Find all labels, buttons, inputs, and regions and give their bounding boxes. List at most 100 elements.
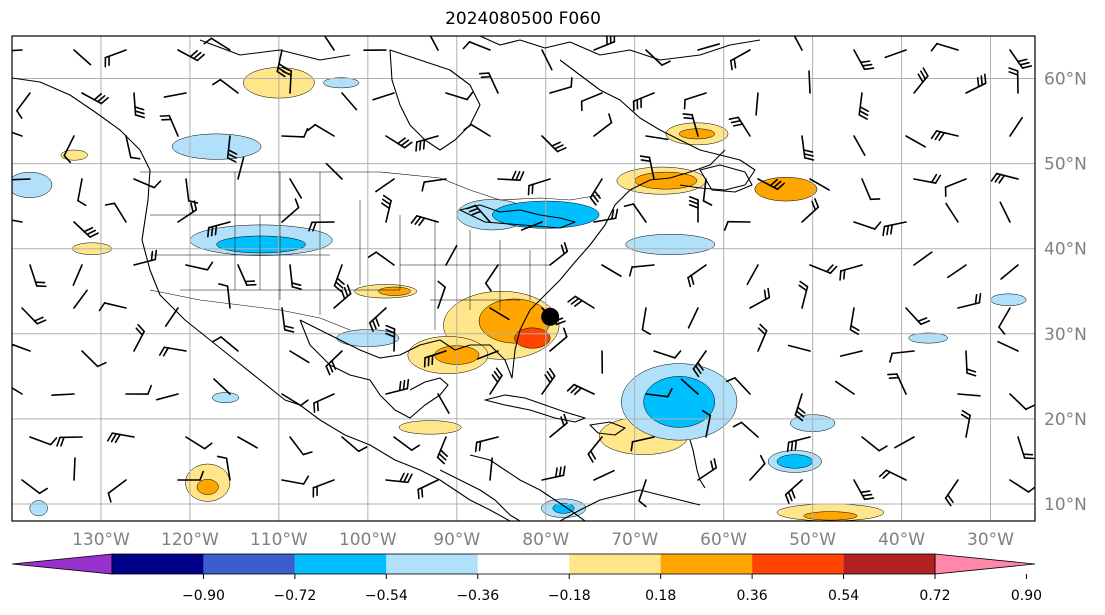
wind-barb [944,178,967,197]
wind-barb [729,49,751,71]
wind-barb [725,377,751,395]
wind-barb [853,479,875,501]
wind-barb [749,454,766,481]
wind-barb [281,127,309,138]
wind-barb [809,264,838,274]
wind-barb [589,178,603,206]
wind-barb [593,469,615,481]
lesser-antilles [689,439,706,489]
wind-barb [639,155,655,180]
colorbar-tick-label: −0.18 [548,588,591,604]
wind-barb [839,264,863,281]
wind-barb [893,436,915,449]
wind-barb [133,323,145,352]
wind-barb [957,393,981,397]
wind-barb [930,42,959,52]
wind-barb [237,436,258,449]
wind-barb [549,327,568,352]
latitude-tick-labels: 60°N 50°N 40°N 30°N 20°N 10°N [1044,70,1087,515]
wind-barb [692,350,707,378]
wind-barb [801,198,820,223]
colorbar-extend-high [934,553,1036,575]
wind-barb [415,135,439,152]
wind-barb [429,36,439,51]
wind-barb [587,436,603,463]
gulf-coast [299,149,726,379]
longitude-label: 90°W [433,530,480,550]
wind-barb [849,307,860,336]
wind-barb [801,135,815,161]
wind-barb [107,479,127,503]
wind-barb [185,436,213,450]
longitude-label: 120°W [161,530,219,550]
wind-barb [16,92,31,120]
wind-barb [732,421,759,438]
wind-barb [728,116,751,137]
longitude-label: 130°W [72,530,130,550]
wind-barb [445,91,474,101]
wind-barb [541,465,566,481]
wind-barb [159,114,179,137]
wind-barb [566,383,595,396]
wind-barb [375,178,395,193]
colorbar: −0.90 −0.72 −0.54 −0.36 −0.18 0.18 0.36 0.54 0.7… [11,553,1042,604]
wind-barb [1008,67,1019,94]
wind-barb [133,249,158,266]
wind-barb [423,350,447,368]
colorbar-segment [843,554,935,574]
latitude-label: 10°N [1044,495,1087,515]
wind-barb [462,41,491,51]
wind-barb [905,135,926,148]
shaded-region [803,511,858,521]
wind-barb [381,194,392,223]
longitude-label: 30°W [967,530,1014,550]
colorbar-tick-label: 0.18 [645,588,676,604]
colorbar-tick-label: −0.36 [456,588,499,604]
wind-barb [185,261,214,271]
map-title: 2024080500 F060 [445,9,601,29]
wind-barb [853,49,875,71]
wind-barb [688,195,699,223]
plot-background [12,36,1035,521]
wind-barb [72,264,83,286]
wind-barb [957,293,982,309]
wind-barb [687,264,707,288]
wind-barb [12,131,23,137]
wind-barb [965,73,987,94]
wind-barb [1009,49,1033,69]
wind-barb [177,49,205,62]
shaded-region [60,149,88,161]
wind-barb [372,92,395,101]
gridlines [12,36,1035,521]
cuba-outline [484,394,586,423]
wind-barb [1017,436,1035,460]
wind-barb [999,201,1011,223]
wind-barb [289,436,313,456]
wind-barb [81,350,107,368]
wind-barb [333,284,352,309]
wind-barb [73,49,92,66]
shaded-region [12,171,53,198]
shaded-region [196,479,219,495]
wind-barb [541,49,553,71]
wind-barb [549,242,569,266]
wind-barb [889,350,915,363]
wind-barb [281,393,309,407]
wind-barb [385,135,413,149]
longitude-label: 100°W [339,530,397,550]
wind-barb [133,178,162,189]
wind-barb [212,336,239,352]
wind-barb [884,49,907,59]
wind-barb [484,264,499,292]
longitude-label: 80°W [522,530,569,550]
wind-barb [697,43,720,51]
shaded-region [552,502,575,514]
colorbar-segment [203,554,295,574]
wind-barb [757,323,768,352]
storm-center-marker [541,307,560,326]
wind-barb [628,264,655,277]
wind-barb [549,413,568,438]
shaded-region [776,454,813,469]
wind-barb [73,457,76,481]
